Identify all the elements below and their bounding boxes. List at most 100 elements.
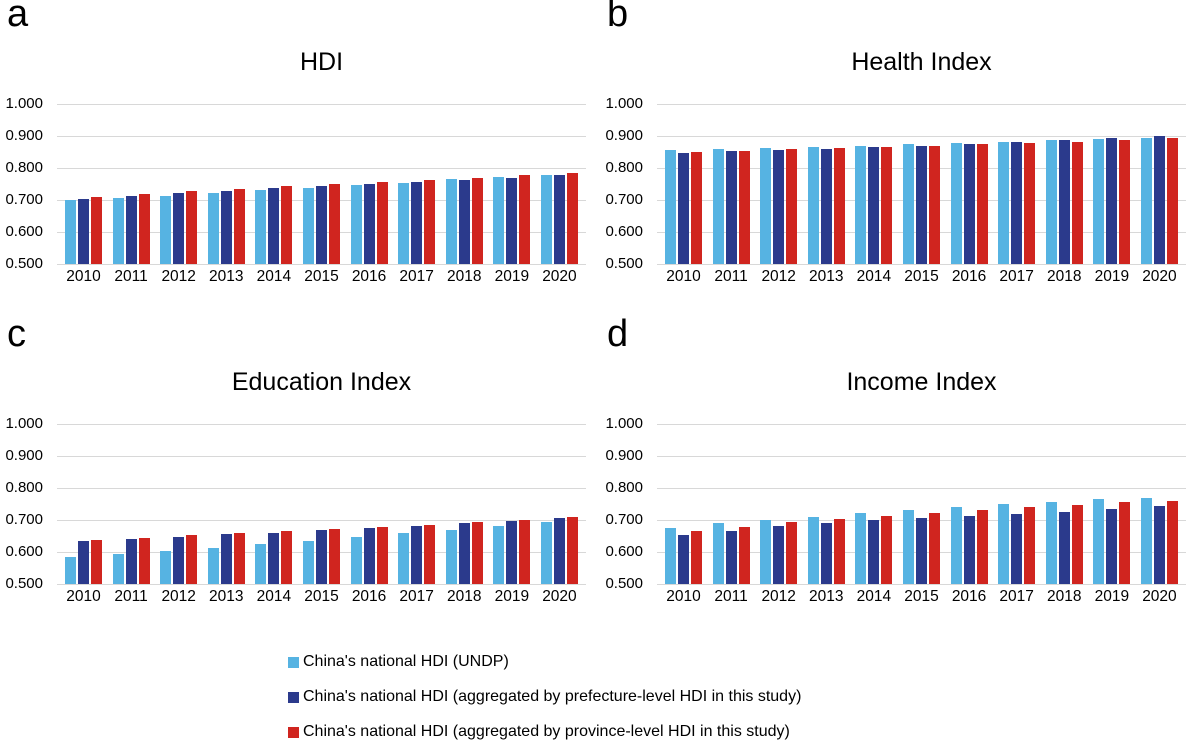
x-tick-label: 2017: [399, 268, 434, 285]
bar-group-2011: [112, 194, 150, 264]
plot-area: 1.000 0.900 0.800 0.700 0.600 0.500: [5, 415, 586, 592]
y-tick-label: 0.600: [5, 543, 43, 560]
bar-2015-prefecture: [315, 530, 327, 584]
bar-2018-undp: [445, 530, 457, 584]
bar-2012-undp: [160, 551, 172, 584]
y-tick-label: 0.900: [605, 447, 643, 464]
x-tick-label: 2012: [161, 268, 196, 285]
bar-group-2018: [1045, 501, 1083, 584]
bar-2019-prefecture: [506, 521, 518, 584]
x-tick-label: 2014: [856, 268, 892, 285]
bar-2019-province: [1119, 501, 1131, 584]
bar-2020-province: [566, 517, 578, 584]
bar-2011-province: [138, 537, 150, 584]
gridline: [657, 136, 1186, 137]
bar-2011-undp: [112, 198, 124, 264]
y-tick-label: 1.000: [5, 95, 43, 112]
bar-2017-province: [1024, 143, 1036, 264]
y-tick-label: 0.600: [605, 543, 643, 560]
bar-group-2014: [255, 531, 293, 584]
x-axis: 2010 2011 2012 2013 2014 2015 2016 2017 2018 2019…: [657, 588, 1186, 606]
bar-2012-prefecture: [173, 193, 185, 264]
bar-group-2017: [398, 179, 436, 264]
bar-2016-prefecture: [363, 184, 375, 264]
bar-group-2017: [398, 524, 436, 584]
bar-2013-prefecture: [220, 190, 232, 264]
bar-2014-prefecture: [868, 519, 880, 584]
bar-2017-undp: [998, 142, 1010, 264]
y-tick-label: 1.000: [605, 95, 643, 112]
bar-2012-prefecture: [173, 537, 185, 584]
x-tick-label: 2016: [351, 588, 387, 605]
bar-2014-prefecture: [268, 188, 280, 264]
y-tick-label: 0.700: [605, 191, 643, 208]
bar-2020-prefecture: [1153, 505, 1165, 584]
bar-group-2013: [807, 146, 845, 264]
bar-2019-prefecture: [1106, 508, 1118, 584]
gridline: [57, 488, 586, 489]
bar-group-2015: [302, 529, 340, 584]
bar-group-2015: [302, 183, 340, 264]
bar-2016-province: [376, 182, 388, 264]
x-tick-label: 2013: [809, 588, 844, 605]
gridline: [657, 456, 1186, 457]
bar-2013-undp: [207, 548, 219, 584]
legend-swatch-prefecture: [288, 691, 299, 703]
bar-group-2013: [207, 188, 245, 264]
x-tick-label: 2019: [494, 588, 530, 605]
bar-2012-province: [786, 149, 798, 264]
bar-2012-province: [186, 535, 198, 584]
x-tick-label: 2015: [304, 268, 339, 285]
bar-2020-province: [566, 173, 578, 264]
bar-2015-prefecture: [315, 186, 327, 264]
bar-2012-province: [786, 522, 798, 584]
bar-group-2010: [65, 540, 102, 584]
x-tick-label: 2019: [1094, 588, 1130, 605]
x-tick-label: 2011: [714, 268, 748, 285]
bar-2018-prefecture: [458, 523, 470, 584]
bar-2014-province: [881, 147, 893, 264]
bar-2015-province: [928, 513, 940, 584]
bar-2015-undp: [902, 144, 914, 264]
bar-2020-undp: [540, 522, 552, 584]
bar-2010-prefecture: [78, 541, 89, 584]
bar-2019-undp: [493, 177, 505, 264]
bar-2016-prefecture: [363, 528, 375, 584]
legend: China's national HDI (UNDP) China's nati…: [288, 653, 1200, 741]
legend-item-undp: China's national HDI (UNDP): [288, 653, 1200, 671]
x-tick-label: 2010: [66, 268, 101, 285]
y-tick-label: 0.600: [5, 223, 43, 240]
bar-2019-prefecture: [1106, 138, 1118, 264]
bar-2016-prefecture: [963, 143, 975, 264]
bar-2015-prefecture: [915, 518, 927, 584]
bar-2017-prefecture: [411, 525, 423, 584]
x-tick-label: 2012: [761, 268, 796, 285]
bar-2016-province: [376, 526, 388, 584]
bar-2016-undp: [350, 537, 362, 584]
x-tick-label: 2013: [209, 268, 244, 285]
bar-2016-undp: [350, 185, 362, 264]
bar-2018-province: [471, 521, 483, 584]
y-tick-label: 0.700: [5, 511, 43, 528]
bar-2017-province: [424, 524, 436, 584]
y-tick-label: 0.700: [5, 191, 43, 208]
gridline: [57, 104, 586, 105]
bar-2020-undp: [1140, 138, 1152, 264]
bar-2011-prefecture: [725, 151, 737, 264]
bar-2015-province: [328, 529, 340, 584]
bar-group-2012: [160, 535, 198, 584]
gridline: [657, 104, 1186, 105]
x-tick-label: 2018: [1047, 268, 1082, 285]
bar-2016-undp: [950, 142, 962, 264]
bar-2012-undp: [160, 195, 172, 264]
x-tick-label: 2011: [114, 588, 148, 605]
legend-swatch-undp: [288, 656, 299, 668]
bar-2012-prefecture: [773, 526, 785, 584]
bar-2017-prefecture: [1011, 513, 1023, 584]
bar-2018-undp: [1045, 140, 1057, 264]
bar-2016-province: [976, 510, 988, 584]
bar-group-2019: [1093, 138, 1131, 264]
bar-2011-province: [138, 194, 150, 264]
bar-2013-province: [833, 519, 845, 584]
bar-2011-undp: [712, 523, 724, 584]
